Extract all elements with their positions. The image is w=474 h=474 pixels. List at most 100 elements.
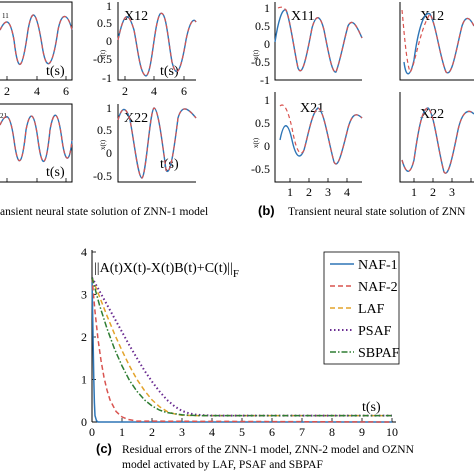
xtick-label-c-5: 5 (239, 425, 245, 439)
xlabel-a-11: t(s) (46, 64, 65, 79)
xtick-label-c-2: 2 (149, 425, 155, 439)
axes-b-12 (399, 2, 474, 81)
axes-b-22 (399, 92, 474, 183)
series-dashed-a-22 (117, 107, 197, 179)
xtick-label-c-6: 6 (269, 425, 275, 439)
subplot-b-11: x(t) 1 0.5 0 -0.5 -1 X11 (251, 1, 363, 87)
ytick-label-c-3: 3 (81, 288, 87, 302)
xtick-label-a-12-2: 6 (181, 84, 187, 98)
ytick-label-a-12-3: -0.5 (93, 52, 112, 66)
ylabel-a-22: x(t) (99, 139, 107, 150)
xtick-label-c-4: 4 (209, 425, 215, 439)
ytick-label-a-22-0: 1 (106, 101, 112, 115)
ylabel-a-12: x(t) (99, 49, 107, 60)
ytick-label-b-11-1: 0.5 (255, 19, 270, 33)
legend-label-naf-2: NAF-2 (358, 280, 398, 295)
ytick-label-b-21-0: 1 (264, 93, 270, 107)
subplot-a-12: x(t) 1 0.5 0 -0.5 -1 X12 t(s) 2 4 6 (93, 0, 197, 98)
xtick-label-b-21-1: 2 (306, 185, 312, 199)
xtick-label-a-11-0: 2 (4, 84, 10, 98)
axes-a-12 (117, 2, 196, 81)
subplot-label-b-11: X11 (291, 9, 315, 24)
ytick-label-b-21-2: 0 (264, 139, 270, 153)
xtick-label-c-9: 9 (359, 425, 365, 439)
series-dashed-a-21 (0, 114, 73, 162)
xtick-label-b-21-0: 1 (287, 185, 293, 199)
series-line-psaf (91, 277, 392, 417)
ytick-label-c-0: 0 (81, 415, 87, 429)
subplot-b-12: X12 (399, 2, 474, 81)
ylabel-b-21: x(t) (252, 137, 260, 148)
chart-title-c: ||A(t)X(t)-X(t)B(t)+C(t)||F (94, 261, 239, 280)
legend-c: NAF-1 NAF-2 LAF PSAF SBPAF (323, 251, 400, 365)
xtick-label-b-22-0: 1 (411, 185, 417, 199)
axes-a-11 (0, 1, 73, 81)
axes-b-21 (274, 92, 362, 183)
ytick-label-b-11-3: -0.5 (251, 55, 270, 69)
subplot-a-22: x(t) 1 0.5 0 -0.5 X22 t(s) (93, 101, 197, 183)
subplot-b-21: x(t) 1 0.5 0 -0.5 X21 1 2 3 4 (251, 92, 363, 199)
ytick-label-a-12-0: 1 (106, 0, 112, 13)
ytick-label-a-22-1: 0.5 (97, 123, 112, 137)
xtick-label-c-8: 8 (329, 425, 335, 439)
axes-b-11 (274, 2, 362, 81)
ytick-label-a-22-3: -0.5 (93, 169, 112, 183)
series-dashed-b-12 (401, 9, 474, 74)
ytick-label-c-1: 1 (81, 373, 87, 387)
legend-label-laf: LAF (358, 302, 385, 317)
ytick-label-b-11-4: -1 (260, 73, 270, 87)
ytick-label-c-4: 4 (81, 245, 87, 259)
ytick-label-a-22-2: 0 (106, 146, 112, 160)
series-line-naf-2 (91, 277, 393, 423)
xtick-label-a-12-1: 4 (151, 84, 157, 98)
ytick-label-a-12-1: 0.5 (97, 16, 112, 30)
panel-c: ||A(t)X(t)-X(t)B(t)+C(t)||F t(s) 0 1 2 3 4 0… (81, 245, 415, 471)
ytick-label-a-12-2: 0 (106, 34, 112, 48)
subplot-a-21: 21 t(s) (0, 103, 73, 183)
xtick-label-a-11-1: 4 (34, 84, 40, 98)
legend-box-c (323, 251, 400, 365)
series-solid-b-11 (274, 9, 363, 73)
axes-a-22 (117, 104, 196, 183)
ytick-label-b-21-1: 0.5 (255, 116, 270, 130)
legend-label-naf-1: NAF-1 (358, 258, 398, 273)
ytick-label-b-11-2: 0 (264, 37, 270, 51)
xtick-label-c-3: 3 (179, 425, 185, 439)
series-line-naf-1 (91, 277, 392, 423)
xtick-label-a-12-0: 2 (122, 84, 128, 98)
xtick-label-b-22-2: 3 (449, 185, 455, 199)
series-dashed-b-22 (401, 107, 474, 174)
ytick-label-c-2: 2 (81, 330, 87, 344)
xtick-label-c-1: 1 (119, 425, 125, 439)
panel-b: x(t) 1 0.5 0 -0.5 -1 X11 X12 x(t) 1 0.5 … (251, 1, 474, 218)
legend-label-psaf: PSAF (358, 324, 392, 339)
subplot-label-a-21: 21 (0, 112, 8, 120)
panel-a: 11 t(s) 2 4 6 x(t) 1 0.5 0 -0.5 -1 X12 t… (0, 0, 208, 218)
caption-c-line-2: model activated by LAF, PSAF and SBPAF (122, 459, 323, 471)
xlabel-c: t(s) (362, 400, 381, 415)
series-dashed-b-11 (277, 6, 363, 73)
series-c (91, 277, 393, 423)
subplot-a-11: 11 t(s) 2 4 6 (0, 1, 73, 98)
xtick-label-c-0: 0 (89, 425, 95, 439)
caption-c-line-1: Residual errors of the ZNN-1 model, ZNN-… (122, 444, 415, 456)
ytick-label-b-21-3: -0.5 (251, 162, 270, 176)
series-dashed-b-21 (279, 104, 363, 165)
series-solid-a-12 (117, 12, 197, 77)
series-solid-b-21 (279, 107, 363, 165)
xtick-label-b-22-1: 2 (430, 185, 436, 199)
xlabel-a-21: t(s) (46, 165, 65, 180)
series-dashed-a-11 (0, 14, 73, 65)
legend-items-c: NAF-1 NAF-2 LAF PSAF SBPAF (330, 258, 400, 361)
subplot-label-b-12: X12 (420, 9, 444, 24)
caption-label-b: (b) (258, 203, 275, 218)
caption-a: ansient neural state solution of ZNN-1 m… (0, 206, 208, 218)
series-line-sbpaf (91, 277, 392, 417)
xtick-label-a-11-2: 6 (63, 84, 69, 98)
ytick-label-a-12-4: -1 (102, 71, 112, 85)
caption-b: Transient neural state solution of ZNN (288, 206, 466, 218)
xtick-label-c-10: 10 (386, 425, 398, 439)
subplot-b-22: X22 1 2 3 (399, 92, 474, 199)
series-line-laf (91, 277, 392, 417)
